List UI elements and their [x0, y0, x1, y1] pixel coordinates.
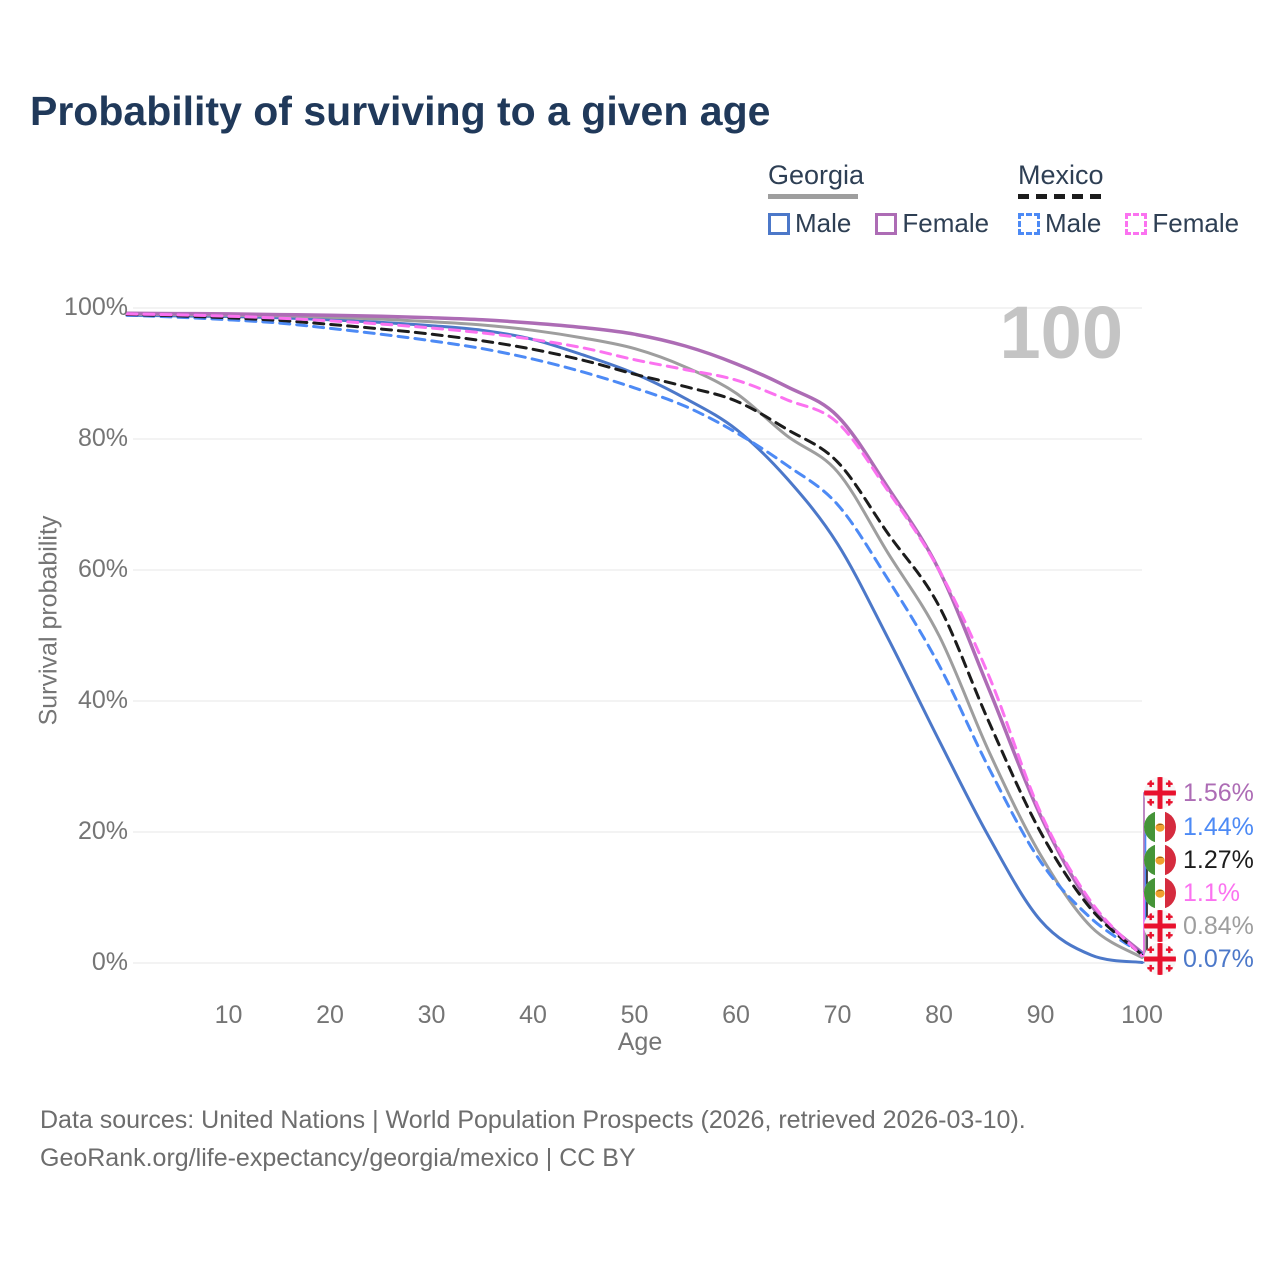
x-tick-label: 80	[925, 1001, 953, 1029]
data-sources-note: Data sources: United Nations | World Pop…	[40, 1106, 1026, 1134]
attribution-note: GeoRank.org/life-expectancy/georgia/mexi…	[40, 1144, 636, 1172]
end-label-value: 1.56%	[1183, 778, 1254, 807]
legend-swatch-georgia-male	[768, 212, 790, 235]
y-tick-label: 20%	[77, 817, 128, 845]
y-tick-label: 80%	[77, 424, 128, 452]
legend-label-georgia-male: Male	[795, 208, 852, 238]
legend-item-georgia-female: Female	[875, 208, 989, 239]
legend-swatch-georgia-female	[875, 212, 898, 235]
legend-country-mexico: Mexico	[1018, 160, 1104, 190]
legend-item-georgia-male: Male	[768, 208, 851, 239]
georgia-flag-icon	[1144, 943, 1176, 975]
legend-label-mexico-male: Male	[1045, 208, 1102, 238]
series-line-mexico-male	[125, 313, 1144, 956]
legend-country-georgia: Georgia	[768, 160, 865, 190]
end-label-mexico-male: 1.44%	[1144, 810, 1254, 844]
series-line-georgia-female	[125, 311, 1144, 955]
mexico-flag-icon	[1144, 811, 1176, 843]
series-line-mexico-female	[125, 312, 1144, 958]
georgia-flag-icon	[1144, 777, 1176, 809]
mexico-flag-icon	[1144, 877, 1176, 909]
x-axis-title: Age	[617, 1028, 663, 1056]
series-line-mexico-both-sexes	[125, 313, 1144, 957]
mexico-flag-icon	[1144, 844, 1176, 876]
x-tick-label: 40	[519, 1001, 547, 1029]
page-title: Probability of surviving to a given age	[30, 88, 771, 134]
end-label-mexico-female: 1.1%	[1144, 876, 1240, 910]
legend-label-mexico-female: Female	[1152, 208, 1240, 238]
y-tick-label: 60%	[77, 555, 128, 583]
x-tick-label: 30	[417, 1001, 446, 1029]
legend-linestyle-solid-sample	[768, 194, 858, 199]
legend-swatch-mexico-female	[1125, 212, 1148, 235]
legend-group-georgia: Georgia Male Female	[768, 160, 989, 239]
x-tick-label: 50	[620, 1001, 649, 1029]
x-tick-label: 10	[214, 1001, 243, 1029]
end-label-value: 1.27%	[1183, 845, 1254, 874]
end-label-value: 0.07%	[1183, 944, 1254, 973]
x-tick-label: 90	[1026, 1001, 1055, 1029]
y-tick-label: 100%	[64, 293, 128, 321]
end-label-value: 0.84%	[1183, 911, 1254, 940]
legend-linestyle-dashed-sample	[1018, 194, 1106, 199]
end-label-georgia-both-sexes: 0.84%	[1144, 909, 1254, 943]
x-tick-label: 20	[316, 1001, 344, 1029]
end-label-georgia-female: 1.56%	[1144, 776, 1254, 810]
legend-item-mexico-female: Female	[1125, 208, 1239, 239]
x-tick-label: 100	[1121, 1001, 1163, 1029]
x-tick-label: 70	[823, 1001, 852, 1029]
georgia-flag-icon	[1144, 910, 1176, 942]
end-label-mexico-both-sexes: 1.27%	[1144, 843, 1254, 877]
survival-curve-chart	[125, 307, 1153, 964]
end-label-value: 1.44%	[1183, 812, 1254, 841]
series-line-georgia-male	[125, 313, 1144, 964]
y-tick-label: 40%	[77, 686, 128, 714]
series-line-georgia-both-sexes	[125, 312, 1144, 959]
legend-item-mexico-male: Male	[1018, 208, 1101, 239]
legend-group-mexico: Mexico Male Female	[1018, 160, 1239, 239]
y-tick-label: 0%	[91, 948, 128, 976]
end-label-value: 1.1%	[1183, 878, 1240, 907]
age-watermark: 100	[999, 291, 1123, 374]
end-label-georgia-male: 0.07%	[1144, 942, 1254, 976]
x-tick-label: 60	[722, 1001, 750, 1029]
legend-label-georgia-female: Female	[902, 208, 990, 238]
legend-swatch-mexico-male	[1018, 212, 1040, 235]
